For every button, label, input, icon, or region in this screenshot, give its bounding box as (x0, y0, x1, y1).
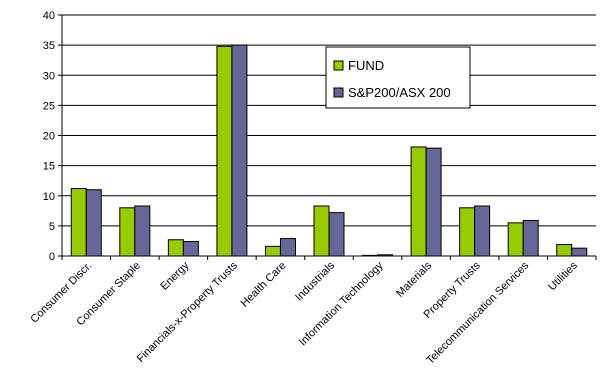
category-label-industrials: Industrials (293, 259, 337, 303)
bar-fund-industrials (313, 205, 330, 257)
y-tick-label-35: 35 (43, 40, 55, 52)
y-tick-label-0: 0 (49, 251, 55, 263)
bar-sandp200-asx-200-consumer-discr (85, 189, 102, 257)
y-tick-label-5: 5 (49, 221, 55, 233)
y-tick-labels: 0 5 10 15 20 25 30 35 40 (43, 10, 55, 263)
category-label-utilities: Utilities (546, 259, 580, 293)
y-tick-label-40: 40 (43, 10, 55, 22)
legend-label-fund: FUND (348, 58, 384, 73)
bar-sandp200-asx-200-property-trusts (474, 205, 491, 257)
category-labels: Consumer Discr.Consumer Staple EnergyFina… (28, 259, 580, 366)
category-label-financials-x-property-trusts: Financials-x-Property Trusts (135, 259, 241, 365)
legend-box (325, 46, 471, 109)
bar-sandp200-asx-200-health-care (279, 238, 296, 257)
legend-label-sandp200-asx-200: S&P200/ASX 200 (348, 85, 451, 100)
bars (70, 44, 588, 257)
y-tick-label-20: 20 (43, 131, 55, 143)
category-label-energy: Energy (158, 259, 191, 292)
legend-swatch-fund (333, 60, 344, 71)
legend-swatch-sandp200-asx-200 (333, 87, 344, 98)
y-tick-label-15: 15 (43, 161, 55, 173)
legend: FUND S&P200/ASX 200 (325, 46, 471, 109)
y-tick-label-10: 10 (43, 191, 55, 203)
y-tick-label-25: 25 (43, 100, 55, 112)
bar-fund-utilities (556, 244, 573, 257)
bar-fund-energy (167, 239, 184, 257)
bar-sandp200-asx-200-information-technology (377, 254, 394, 257)
y-tick-label-30: 30 (43, 70, 55, 82)
bar-fund-consumer-staple (119, 207, 136, 257)
bar-fund-property-trusts (459, 207, 476, 257)
bar-fund-information-technology (362, 254, 379, 257)
category-label-materials: Materials (394, 259, 434, 299)
bar-sandp200-asx-200-utilities (571, 247, 588, 257)
category-label-telecommunication-services: Telecommunication Services (424, 259, 531, 366)
bar-sandp200-asx-200-financials-x-property-trusts (231, 44, 248, 257)
bar-fund-health-care (264, 245, 281, 257)
category-label-health-care: Health Care (239, 260, 289, 310)
bar-fund-financials-x-property-trusts (216, 45, 233, 257)
bar-sandp200-asx-200-industrials (328, 212, 345, 257)
bar-sandp200-asx-200-telecommunication-services (522, 219, 539, 257)
bar-sandp200-asx-200-materials (425, 147, 442, 257)
bar-fund-telecommunication-services (507, 222, 524, 257)
bar-fund-consumer-discr (70, 188, 87, 257)
bar-sandp200-asx-200-energy (182, 241, 199, 257)
category-label-information-technology: Information Technology (297, 259, 386, 348)
bar-fund-materials (410, 146, 427, 257)
bar-sandp200-asx-200-consumer-staple (134, 205, 151, 257)
